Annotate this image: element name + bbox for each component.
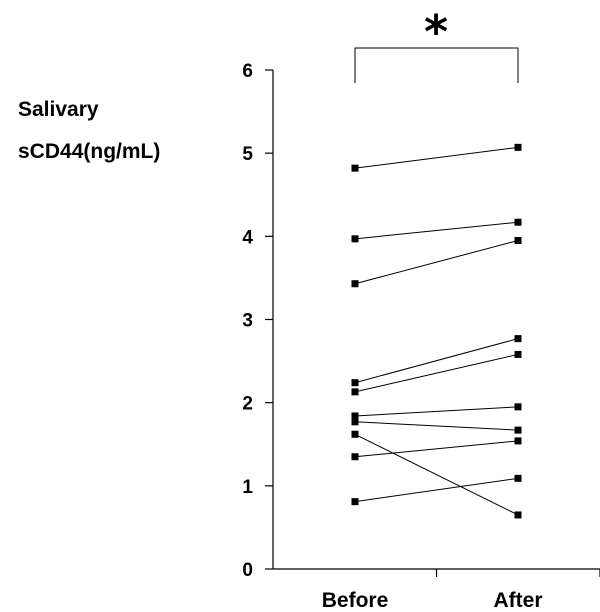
before-point (351, 430, 359, 438)
pair-line (354, 477, 519, 503)
pair-line (354, 221, 519, 240)
x-category-label: Before (322, 589, 389, 612)
y-tick-label: 3 (242, 311, 253, 332)
before-point (351, 379, 359, 387)
after-point (514, 474, 522, 482)
before-point (351, 418, 359, 426)
y-tick-label: 5 (242, 144, 253, 165)
x-ticks: Before After (322, 569, 600, 612)
before-point (351, 280, 359, 288)
before-point (351, 453, 359, 461)
significance-bracket (354, 47, 519, 83)
pair-line (354, 353, 519, 393)
before-point (351, 412, 359, 420)
after-point (514, 437, 522, 445)
after-point (514, 218, 522, 226)
pair-line (354, 146, 519, 169)
before-point (351, 388, 359, 396)
after-point (514, 511, 522, 519)
y-tick-label: 1 (242, 477, 253, 498)
pair-line (354, 338, 519, 384)
pair-line (354, 440, 519, 458)
before-point (351, 164, 359, 172)
after-point (514, 335, 522, 343)
after-point (514, 350, 522, 358)
pair-line (354, 433, 519, 516)
y-axis-label-line-2: sCD44(ng/mL) (18, 140, 160, 163)
after-point (514, 403, 522, 411)
y-tick-label: 0 (242, 560, 253, 581)
paired-series (351, 143, 522, 519)
y-axis-label-line-1: Salivary (18, 98, 99, 121)
before-point (351, 235, 359, 243)
pair-line (354, 406, 519, 417)
before-point (351, 498, 359, 506)
after-point (514, 426, 522, 434)
significance-marker: * (424, 5, 448, 59)
y-tick-label: 6 (242, 61, 253, 82)
y-ticks: 0 1 2 3 4 5 6 (242, 61, 273, 581)
pair-line (354, 240, 519, 285)
y-tick-label: 4 (242, 227, 253, 248)
y-tick-label: 2 (242, 394, 253, 415)
x-category-label: After (493, 589, 542, 612)
after-point (514, 236, 522, 244)
pair-line (354, 421, 519, 431)
after-point (514, 143, 522, 151)
